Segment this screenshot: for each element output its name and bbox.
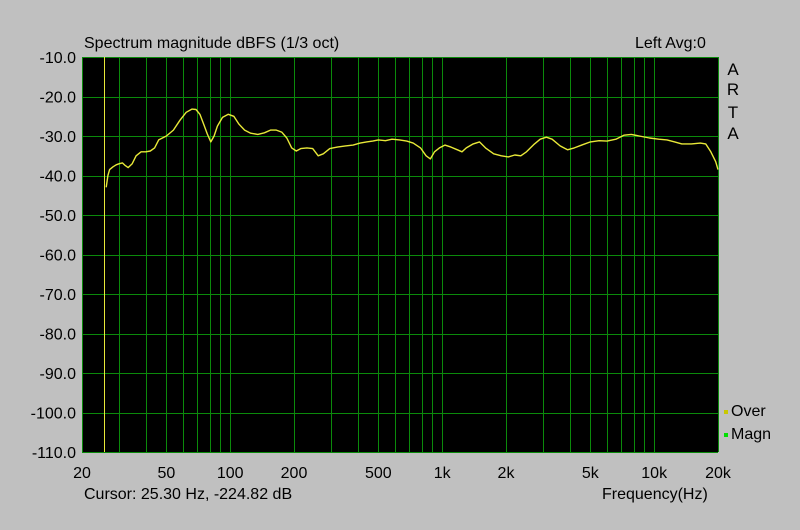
brand-letter: A: [727, 60, 739, 79]
series-layer: [105, 108, 719, 188]
y-tick-label: -40.0: [40, 169, 77, 186]
brand-letter: T: [727, 103, 739, 122]
y-tick-label: -110.0: [32, 445, 76, 462]
spectrum-line: [105, 108, 719, 188]
legend-magn-label: Magn: [731, 426, 772, 443]
y-tick-label: -70.0: [40, 287, 77, 304]
x-tick-label: 50: [157, 465, 175, 482]
y-tick-labels: -10.0 -20.0 -30.0 -40.0 -50.0 -60.0 -70.0 -80.0…: [31, 50, 76, 462]
y-tick-label: -50.0: [40, 208, 77, 225]
y-tick-label: -20.0: [40, 90, 77, 107]
brand-letter: A: [727, 124, 739, 143]
brand-letter: R: [726, 80, 740, 99]
x-tick-label: 20k: [705, 465, 732, 482]
x-tick-label: 500: [365, 465, 392, 482]
x-tick-label: 10k: [641, 465, 668, 482]
y-tick-label: -90.0: [40, 366, 77, 383]
legend-over: Over: [724, 403, 766, 421]
x-axis-label: Frequency(Hz): [602, 486, 708, 503]
channel-info: Left Avg:0: [635, 35, 706, 52]
x-tick-label: 20: [73, 465, 91, 482]
x-tick-labels: 20 50 100 200 500 1k 2k 5k 10k 20k: [73, 465, 732, 482]
cursor-readout: Cursor: 25.30 Hz, -224.82 dB: [84, 486, 293, 503]
x-tick-label: 1k: [434, 465, 452, 482]
legend-magn-swatch: [724, 432, 728, 437]
legend-magn: Magn: [724, 426, 771, 444]
chart-title: Spectrum magnitude dBFS (1/3 oct): [84, 35, 340, 52]
y-tick-label: -100.0: [31, 406, 76, 423]
x-tick-label: 5k: [582, 465, 600, 482]
y-tick-label: -80.0: [40, 327, 77, 344]
legend-over-swatch: [724, 409, 728, 414]
x-tick-label: 100: [217, 465, 244, 482]
x-tick-label: 2k: [498, 465, 516, 482]
x-tick-label: 200: [281, 465, 308, 482]
y-tick-label: -60.0: [40, 248, 77, 265]
y-tick-label: -10.0: [40, 50, 77, 67]
legend-over-label: Over: [731, 403, 766, 420]
grid: [82, 57, 719, 453]
y-tick-label: -30.0: [40, 129, 77, 146]
plot-area[interactable]: [82, 57, 718, 452]
